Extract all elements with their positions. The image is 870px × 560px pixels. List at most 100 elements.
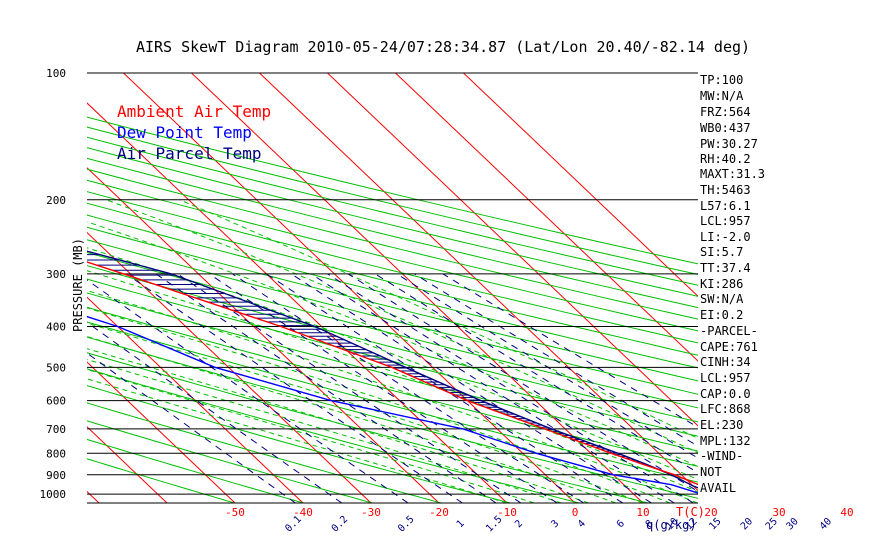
stat-cap: CAP:0.0: [700, 387, 751, 401]
isotherm-line: [327, 73, 698, 427]
mixing-ratio-tick-label: 0.2: [330, 514, 351, 535]
stat-si: SI:5.7: [700, 245, 744, 259]
stat-maxt: MAXT:31.3: [700, 167, 766, 181]
mixing-ratio-tick-label: 6: [615, 518, 627, 530]
mixing-ratio-lines: [87, 273, 698, 503]
pressure-tick-label: 100: [46, 67, 66, 80]
stat-cinh: CINH:34: [700, 355, 751, 369]
dry-adiabat-line: [87, 251, 698, 409]
mixing-ratio-line: [266, 273, 624, 503]
y-axis-label: PRESSURE (MB): [71, 238, 85, 332]
pressure-tick-label: 200: [46, 194, 66, 207]
stat-pw: PW:30.27: [700, 137, 758, 151]
isotherm-line: [87, 361, 236, 503]
bottom-temp-tick-label: 30: [772, 506, 785, 519]
dry-adiabat-line: [87, 265, 698, 423]
parcel-profile-line: [87, 250, 698, 489]
dry-adiabat-line: [87, 179, 698, 332]
moist-adiabat-line: [87, 221, 698, 468]
isotherm-line: [87, 167, 440, 503]
pressure-tick-label: 900: [46, 469, 66, 482]
mixing-ratio-line: [232, 273, 585, 503]
stat-tt: TT:37.4: [700, 261, 751, 275]
dry-adiabat-line: [87, 214, 698, 369]
isotherm-line: [259, 73, 698, 492]
isotherm-line: [0, 73, 31, 503]
bottom-temp-tick-label: -30: [361, 506, 381, 519]
stat-cape: CAPE:761: [700, 340, 758, 354]
dewpoint-profile-line: [87, 315, 698, 494]
dry-adiabat-line: [87, 136, 698, 286]
mixing-ratio-line: [374, 273, 698, 474]
bottom-temp-tick-label: -40: [293, 506, 313, 519]
isotherm-line: [395, 73, 698, 362]
dry-adiabat-line: [87, 336, 698, 499]
dry-adiabat-line: [87, 116, 698, 265]
sounding-profiles: [87, 250, 698, 494]
mixing-ratio-line: [87, 279, 409, 503]
stat-frz: FRZ:564: [700, 105, 751, 119]
bottom-temp-tick-label: -20: [429, 506, 449, 519]
pressure-tick-label: 600: [46, 395, 66, 408]
dry-adiabat-line: [87, 368, 580, 503]
dry-adiabat-line: [87, 385, 511, 503]
mixing-ratio-line: [347, 273, 698, 492]
stat-mw: MW:N/A: [700, 89, 744, 103]
dry-adiabat-line: [87, 168, 698, 320]
bottom-temp-tick-label: -50: [225, 506, 245, 519]
x-axis-temp-unit: T(C): [676, 505, 705, 519]
isotherm-line: [87, 426, 168, 503]
isotherm-line: [87, 231, 372, 503]
stat-lfc: LFC:868: [700, 402, 751, 416]
bottom-temp-tick-label: 0: [572, 506, 579, 519]
stat-th: TH:5463: [700, 183, 751, 197]
mixing-ratio-tick-label: 40: [818, 516, 834, 532]
stat-el: EL:230: [700, 418, 744, 432]
pressure-tick-label: 700: [46, 423, 66, 436]
stat-li: LI:-2.0: [700, 230, 751, 244]
dry-adiabat-line: [87, 321, 698, 483]
ambient-temp-profile-line: [87, 261, 698, 486]
stat-ei: EI:0.2: [700, 308, 744, 322]
chart-title: AIRS SkewT Diagram 2010-05-24/07:28:34.8…: [136, 38, 750, 56]
mixing-ratio-line: [87, 352, 296, 503]
isobar-lines: 100 200 300 400 500 600 700 800 900 1000: [40, 67, 698, 504]
mixing-ratio-line: [291, 273, 652, 503]
stat-wind-not: NOT: [700, 465, 722, 479]
dry-adiabat-line: [87, 202, 698, 356]
moist-adiabat-line: [106, 199, 698, 454]
stat-lcl: LCL:957: [700, 214, 751, 228]
pressure-tick-label: 800: [46, 447, 66, 460]
bottom-temp-tick-label: -10: [497, 506, 517, 519]
legend-parcel: Air Parcel Temp: [117, 144, 262, 163]
stat-l57: L57:6.1: [700, 199, 751, 213]
stat-rh: RH:40.2: [700, 152, 751, 166]
bottom-temp-tick-label: 20: [704, 506, 717, 519]
dry-adiabat-line: [87, 239, 698, 395]
mixing-ratio-line: [327, 273, 694, 503]
moist-adiabat-line: [87, 290, 698, 503]
isotherm-lines: [0, 73, 698, 503]
moist-adiabat-line: [87, 348, 589, 503]
bottom-temp-tick-label: 40: [840, 506, 853, 519]
stat-wb0: WB0:437: [700, 121, 751, 135]
isotherm-line: [87, 296, 304, 503]
pressure-tick-label: 400: [46, 321, 66, 334]
isotherm-line: [191, 73, 644, 503]
mixing-ratio-line: [310, 273, 675, 503]
pressure-tick-label: 1000: [40, 488, 67, 501]
pressure-tick-label: 300: [46, 268, 66, 281]
stat-wind-avail: AVAIL: [700, 481, 737, 495]
mixing-ratio-tick-label: 4: [576, 518, 588, 530]
dry-adiabat-line: [87, 157, 698, 309]
stat-ki: KI:286: [700, 277, 744, 291]
pressure-tick-label: 500: [46, 361, 66, 374]
stat-wind-header: -WIND-: [700, 449, 744, 463]
x-axis-mixing-unit: q(g/kg): [646, 518, 697, 532]
dry-adiabat-line: [87, 306, 698, 467]
mixing-ratio-line: [442, 273, 698, 428]
mixing-ratio-line: [177, 273, 522, 503]
bottom-temp-tick-label: 10: [636, 506, 649, 519]
dry-adiabat-line: [87, 191, 698, 344]
